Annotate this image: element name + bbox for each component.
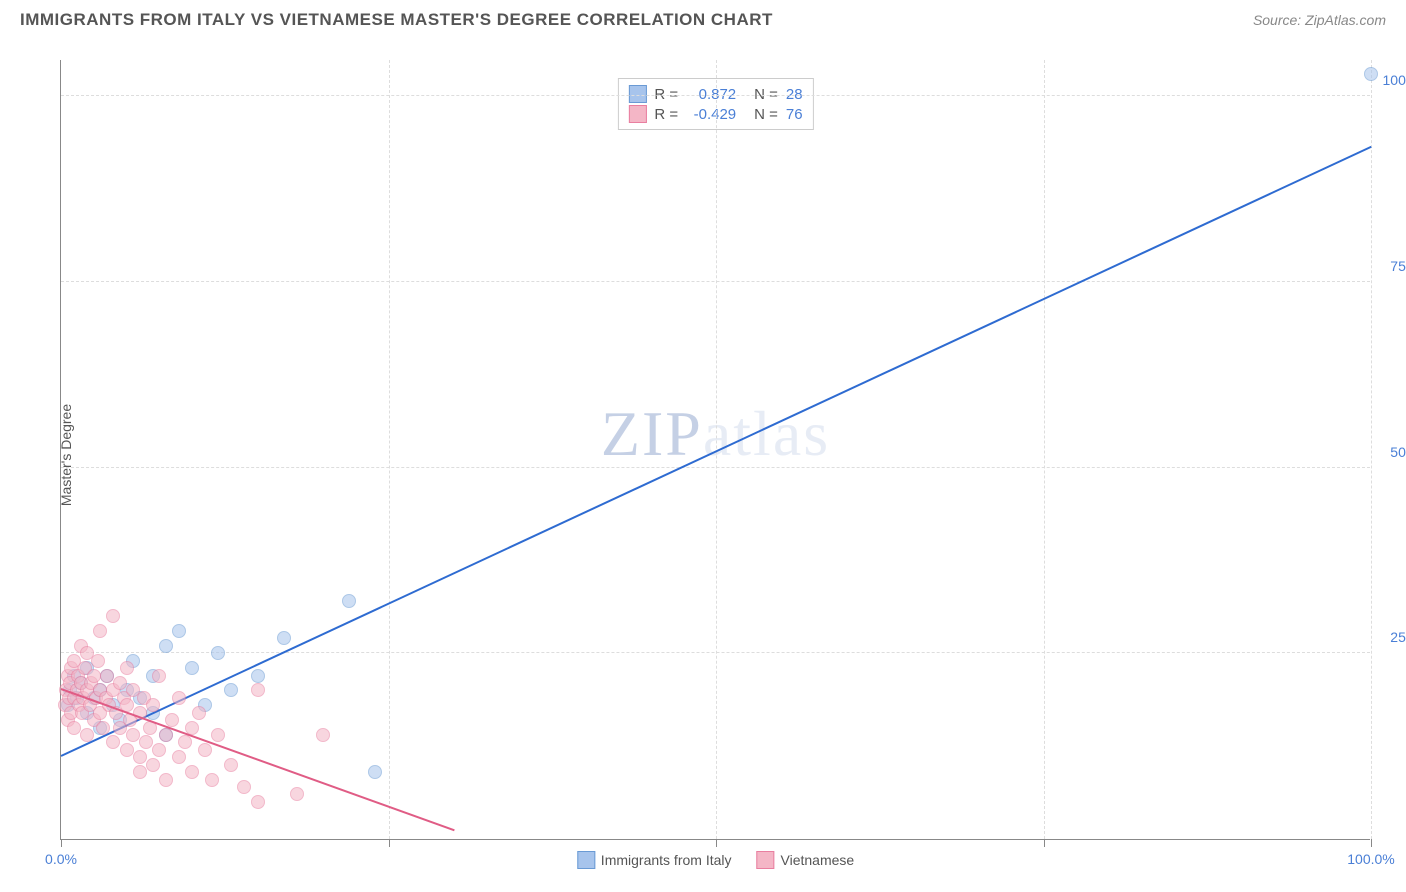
gridline-vertical bbox=[1044, 60, 1045, 839]
x-tick-label: 0.0% bbox=[45, 851, 77, 867]
gridline-vertical bbox=[389, 60, 390, 839]
scatter-point bbox=[290, 787, 304, 801]
scatter-point bbox=[237, 780, 251, 794]
scatter-point bbox=[205, 773, 219, 787]
plot-area: ZIPatlas R =0.872N =28R =-0.429N =76 Imm… bbox=[60, 60, 1370, 840]
scatter-point bbox=[133, 765, 147, 779]
scatter-point bbox=[100, 669, 114, 683]
legend-n-value: 28 bbox=[786, 86, 803, 103]
scatter-point bbox=[368, 765, 382, 779]
scatter-point bbox=[159, 728, 173, 742]
scatter-point bbox=[178, 735, 192, 749]
series-name: Vietnamese bbox=[781, 852, 855, 868]
legend-r-value: -0.429 bbox=[686, 106, 736, 123]
chart-container: Master's Degree ZIPatlas R =0.872N =28R … bbox=[20, 45, 1390, 865]
scatter-point bbox=[198, 743, 212, 757]
trend-line bbox=[61, 688, 455, 831]
scatter-point bbox=[1364, 67, 1378, 81]
legend-r-value: 0.872 bbox=[686, 86, 736, 103]
legend-r-label: R = bbox=[654, 86, 678, 103]
scatter-point bbox=[96, 721, 110, 735]
scatter-point bbox=[159, 773, 173, 787]
scatter-point bbox=[120, 743, 134, 757]
scatter-point bbox=[152, 669, 166, 683]
scatter-point bbox=[185, 765, 199, 779]
series-legend: Immigrants from Italy Vietnamese bbox=[577, 851, 854, 869]
x-tick bbox=[1371, 839, 1372, 847]
scatter-point bbox=[146, 698, 160, 712]
scatter-point bbox=[80, 728, 94, 742]
scatter-point bbox=[342, 594, 356, 608]
scatter-point bbox=[172, 691, 186, 705]
y-tick-label: 50.0% bbox=[1390, 444, 1406, 460]
legend-swatch bbox=[757, 851, 775, 869]
scatter-point bbox=[192, 706, 206, 720]
x-tick bbox=[389, 839, 390, 847]
x-tick bbox=[61, 839, 62, 847]
scatter-point bbox=[224, 683, 238, 697]
legend-n-value: 76 bbox=[786, 106, 803, 123]
legend-swatch bbox=[628, 85, 646, 103]
scatter-point bbox=[277, 631, 291, 645]
scatter-point bbox=[93, 624, 107, 638]
scatter-point bbox=[91, 654, 105, 668]
scatter-point bbox=[251, 683, 265, 697]
legend-n-label: N = bbox=[754, 86, 778, 103]
scatter-point bbox=[172, 750, 186, 764]
scatter-point bbox=[106, 609, 120, 623]
watermark-suffix: atlas bbox=[703, 398, 830, 469]
scatter-point bbox=[211, 728, 225, 742]
scatter-point bbox=[106, 735, 120, 749]
scatter-point bbox=[152, 743, 166, 757]
scatter-point bbox=[113, 676, 127, 690]
legend-swatch bbox=[577, 851, 595, 869]
scatter-point bbox=[172, 624, 186, 638]
watermark-prefix: ZIP bbox=[601, 398, 703, 469]
gridline-vertical bbox=[1371, 60, 1372, 839]
scatter-point bbox=[133, 750, 147, 764]
scatter-point bbox=[316, 728, 330, 742]
scatter-point bbox=[251, 669, 265, 683]
scatter-point bbox=[146, 758, 160, 772]
scatter-point bbox=[185, 661, 199, 675]
scatter-point bbox=[159, 639, 173, 653]
chart-header: IMMIGRANTS FROM ITALY VS VIETNAMESE MAST… bbox=[0, 0, 1406, 40]
scatter-point bbox=[165, 713, 179, 727]
series-legend-item: Immigrants from Italy bbox=[577, 851, 732, 869]
legend-r-label: R = bbox=[654, 106, 678, 123]
legend-swatch bbox=[628, 105, 646, 123]
x-tick bbox=[1044, 839, 1045, 847]
source-attribution: Source: ZipAtlas.com bbox=[1253, 12, 1386, 28]
y-tick-label: 75.0% bbox=[1390, 258, 1406, 274]
x-tick bbox=[716, 839, 717, 847]
series-name: Immigrants from Italy bbox=[601, 852, 732, 868]
y-tick-label: 100.0% bbox=[1383, 72, 1406, 88]
scatter-point bbox=[224, 758, 238, 772]
x-tick-label: 100.0% bbox=[1347, 851, 1394, 867]
legend-n-label: N = bbox=[754, 106, 778, 123]
scatter-point bbox=[87, 669, 101, 683]
scatter-point bbox=[211, 646, 225, 660]
scatter-point bbox=[126, 728, 140, 742]
chart-title: IMMIGRANTS FROM ITALY VS VIETNAMESE MAST… bbox=[20, 10, 773, 30]
y-tick-label: 25.0% bbox=[1390, 629, 1406, 645]
scatter-point bbox=[139, 735, 153, 749]
scatter-point bbox=[251, 795, 265, 809]
scatter-point bbox=[67, 721, 81, 735]
scatter-point bbox=[120, 661, 134, 675]
series-legend-item: Vietnamese bbox=[757, 851, 855, 869]
